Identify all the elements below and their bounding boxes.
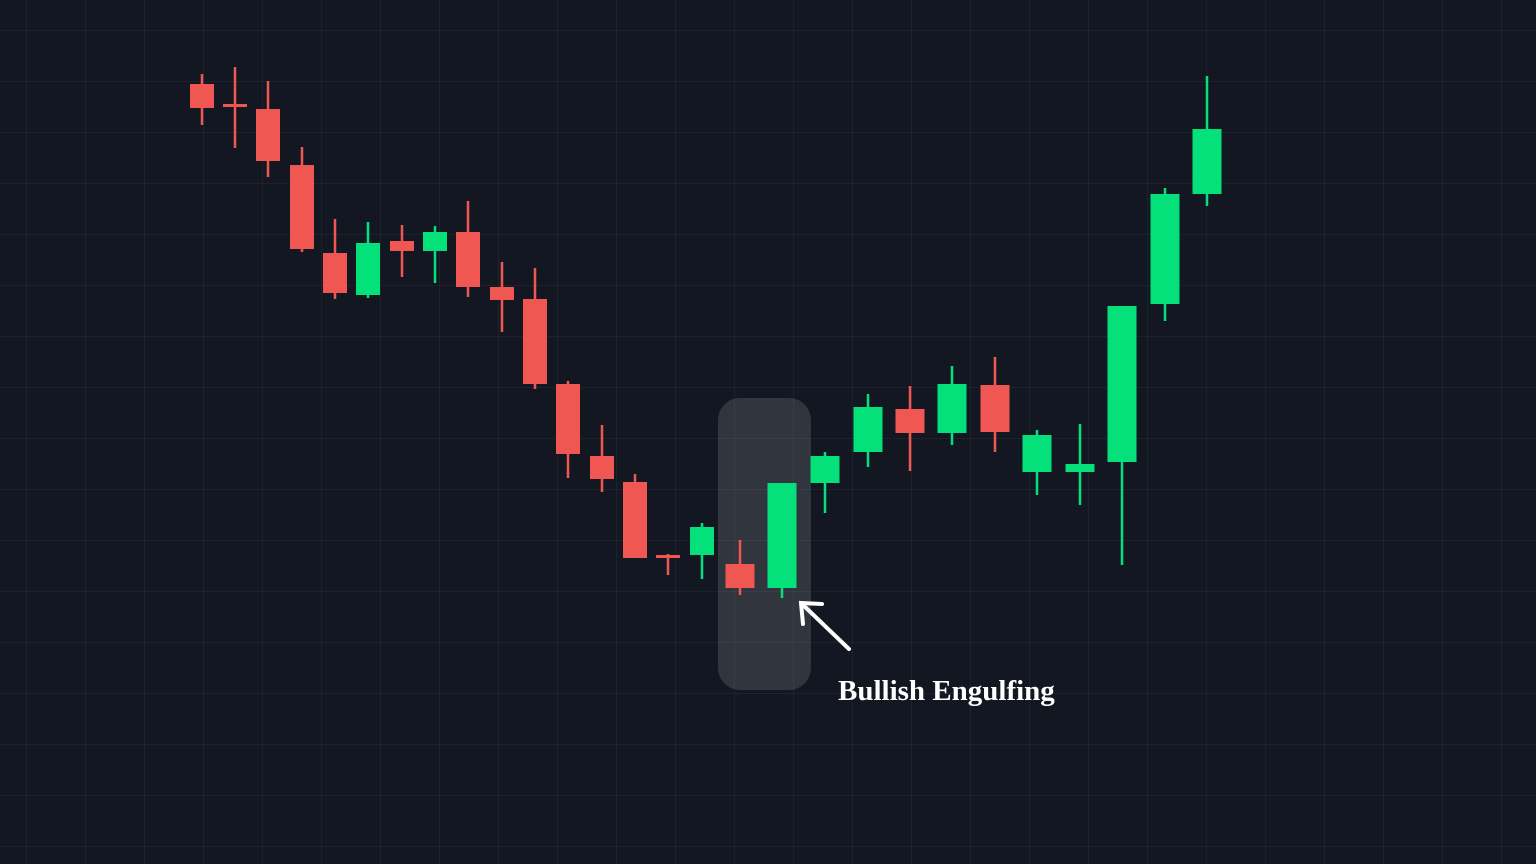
candle-body xyxy=(256,109,280,161)
candle-body xyxy=(1150,194,1180,304)
candle-body xyxy=(356,243,380,295)
candle-body xyxy=(490,287,514,300)
candle-body xyxy=(1107,306,1137,462)
pattern-highlight xyxy=(718,398,811,690)
candle-body xyxy=(323,253,347,293)
candle-body xyxy=(423,232,447,251)
candle-body xyxy=(895,409,925,433)
candle-body xyxy=(523,299,547,384)
candle-body xyxy=(623,482,647,558)
candle-body xyxy=(656,555,680,558)
candle-body xyxy=(1065,464,1095,472)
candle-body xyxy=(590,456,614,479)
annotation: Bullish Engulfing xyxy=(838,675,1055,707)
candle-body xyxy=(853,407,883,452)
candle-body xyxy=(390,241,414,251)
candle-body xyxy=(725,564,755,588)
candle-body xyxy=(1022,435,1052,472)
candle-body xyxy=(190,84,214,108)
candle-body xyxy=(937,384,967,433)
candle-body xyxy=(556,384,580,454)
candle-body xyxy=(290,165,314,249)
candle-body xyxy=(810,456,840,483)
candle-body xyxy=(223,104,247,107)
candle-body xyxy=(980,385,1010,432)
candle-body xyxy=(690,527,714,555)
candle-body xyxy=(456,232,480,287)
arrow xyxy=(798,600,851,651)
candle-body xyxy=(767,483,797,588)
candle-body xyxy=(1192,129,1222,194)
candles xyxy=(190,67,1222,598)
